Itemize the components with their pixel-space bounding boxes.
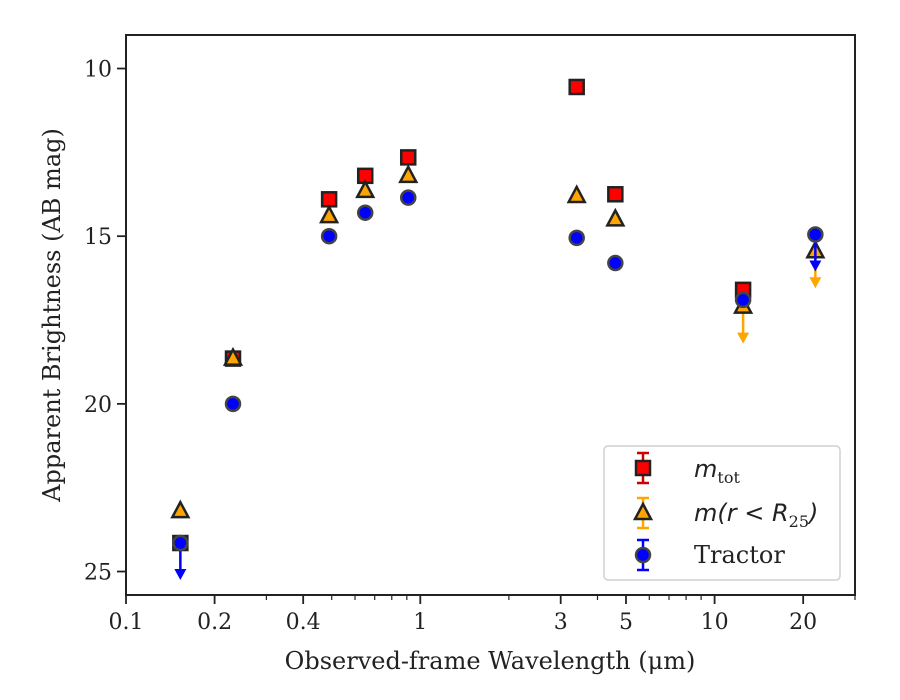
mr25-point: [605, 207, 626, 227]
y-axis-label: Apparent Brightness (AB mag): [38, 128, 66, 503]
tractor-point: [172, 534, 189, 552]
tractor-point: [807, 226, 824, 243]
x-axis-label: Observed-frame Wavelength (μm): [285, 647, 696, 675]
y-tick-label: 20: [84, 393, 112, 418]
x-tick-label: 1: [413, 610, 427, 635]
legend: mtot m(r < R25) Tractor: [603, 445, 841, 581]
mtot-point: [320, 191, 338, 208]
mr25-point: [319, 204, 340, 224]
mr25-limit-arrowhead: [809, 277, 822, 289]
mtot-point: [399, 149, 417, 166]
legend-label-mr25: m(r < R25): [694, 499, 818, 531]
tractor-point: [734, 291, 752, 309]
x-tick-label: 20: [789, 610, 817, 635]
x-tick-label: 3: [554, 610, 568, 635]
mr25-point: [566, 184, 587, 204]
mr25-limit-arrowhead: [737, 332, 750, 344]
y-tick-label: 15: [84, 225, 112, 250]
plot-area: 0.1 0.2 0.4 1 3 5 10 20 10 15 20 25: [84, 58, 856, 635]
tractor-limit-arrowhead: [809, 260, 822, 272]
tractor-point: [607, 254, 624, 272]
plot-frame: [125, 34, 856, 596]
x-tick-label: 5: [619, 610, 633, 635]
x-tick-label: 0.2: [197, 610, 232, 635]
mr25-point: [222, 346, 244, 366]
mtot-point: [607, 186, 624, 203]
tractor-limit-arrowhead: [174, 569, 187, 581]
y-tick-label: 25: [84, 561, 112, 586]
tractor-point: [568, 229, 585, 247]
tractor-point: [399, 189, 417, 206]
mtot-point: [568, 78, 585, 96]
mr25-point: [355, 179, 376, 199]
tractor-point: [320, 227, 338, 245]
legend-box: [603, 445, 841, 581]
x-tick-label: 10: [701, 610, 729, 635]
legend-marker-tractor: [634, 538, 652, 572]
x-tick-label: 0.1: [109, 610, 144, 635]
tractor-point: [356, 204, 374, 221]
mr25-point: [170, 499, 191, 519]
x-tick-label: 0.4: [286, 610, 321, 635]
legend-marker-mr25: [632, 496, 654, 530]
y-tick-label: 10: [84, 58, 112, 83]
tractor-point: [224, 395, 242, 413]
mr25-point: [398, 164, 419, 184]
legend-label-tractor: Tractor: [694, 541, 785, 569]
legend-marker-mtot: [634, 451, 652, 485]
legend-label-mtot: mtot: [694, 455, 740, 487]
